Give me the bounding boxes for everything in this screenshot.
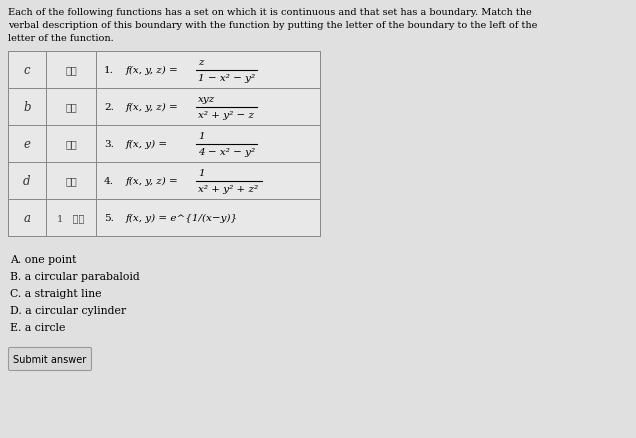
Text: 1.: 1.: [104, 66, 114, 75]
Text: ✓⸎: ✓⸎: [65, 177, 77, 186]
Text: f(x, y, z) =: f(x, y, z) =: [126, 66, 179, 75]
Bar: [96, 52, 320, 237]
Text: 3.: 3.: [104, 140, 114, 148]
Text: C. a straight line: C. a straight line: [10, 288, 102, 298]
Bar: [8, 52, 46, 237]
Text: 4 − x² − y²: 4 − x² − y²: [198, 148, 255, 157]
Text: verbal description of this boundary with the function by putting the letter of t: verbal description of this boundary with…: [8, 21, 537, 30]
Text: f(x, y) =: f(x, y) =: [126, 140, 168, 149]
FancyBboxPatch shape: [8, 348, 92, 371]
Text: A. one point: A. one point: [10, 254, 76, 265]
Text: x² + y² + z²: x² + y² + z²: [198, 184, 258, 194]
Bar: [46, 52, 96, 237]
Text: 1   ✓⸎: 1 ✓⸎: [57, 213, 85, 223]
Text: 1: 1: [198, 169, 205, 177]
Text: 1: 1: [198, 132, 205, 141]
Text: 4.: 4.: [104, 177, 114, 186]
Text: f(x, y) = e^{1/(x−y)}: f(x, y) = e^{1/(x−y)}: [126, 213, 238, 223]
Text: E. a circle: E. a circle: [10, 322, 66, 332]
Text: d: d: [24, 175, 31, 187]
Text: xyz: xyz: [198, 95, 215, 104]
Text: b: b: [24, 101, 31, 114]
Text: ✓⸎: ✓⸎: [65, 66, 77, 75]
Text: 2.: 2.: [104, 103, 114, 112]
Text: f(x, y, z) =: f(x, y, z) =: [126, 177, 179, 186]
Bar: [8, 52, 320, 237]
Text: e: e: [24, 138, 31, 151]
Text: D. a circular cylinder: D. a circular cylinder: [10, 305, 126, 315]
Text: c: c: [24, 64, 31, 77]
Text: a: a: [24, 212, 31, 225]
Text: z: z: [198, 58, 204, 67]
Text: f(x, y, z) =: f(x, y, z) =: [126, 102, 179, 112]
Text: 5.: 5.: [104, 213, 114, 223]
Text: Submit answer: Submit answer: [13, 354, 86, 364]
Text: x² + y² − z: x² + y² − z: [198, 111, 254, 120]
Text: B. a circular parabaloid: B. a circular parabaloid: [10, 272, 140, 281]
Text: ✓⸎: ✓⸎: [65, 103, 77, 112]
Text: 1 − x² − y²: 1 − x² − y²: [198, 74, 255, 83]
Text: ✓⸎: ✓⸎: [65, 140, 77, 148]
Text: letter of the function.: letter of the function.: [8, 34, 114, 43]
Text: Each of the following functions has a set on which it is continuous and that set: Each of the following functions has a se…: [8, 8, 532, 17]
